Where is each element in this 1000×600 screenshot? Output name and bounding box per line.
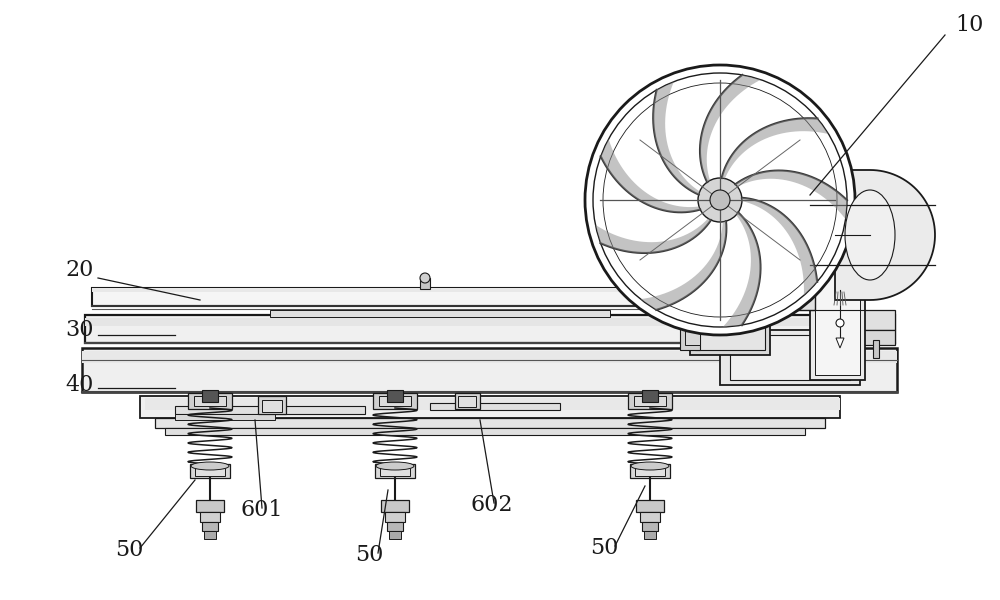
Bar: [642, 390, 658, 402]
Polygon shape: [700, 75, 761, 182]
Bar: [145, 398, 840, 410]
Bar: [373, 393, 417, 409]
Bar: [82, 351, 897, 363]
Circle shape: [593, 73, 847, 327]
Bar: [455, 393, 480, 409]
Polygon shape: [601, 139, 700, 212]
Polygon shape: [735, 170, 847, 219]
Bar: [720, 330, 860, 385]
Bar: [628, 393, 672, 409]
Bar: [82, 348, 897, 392]
Bar: [385, 512, 405, 522]
Polygon shape: [641, 221, 726, 310]
Bar: [165, 428, 805, 435]
Bar: [730, 335, 850, 380]
Bar: [630, 464, 670, 478]
Polygon shape: [653, 82, 700, 194]
Ellipse shape: [191, 462, 229, 470]
Circle shape: [585, 65, 855, 335]
Bar: [381, 500, 409, 512]
Bar: [387, 522, 403, 531]
Circle shape: [836, 319, 844, 327]
Circle shape: [603, 83, 837, 317]
Polygon shape: [836, 338, 844, 348]
Bar: [420, 278, 430, 289]
Bar: [850, 330, 895, 345]
Bar: [635, 468, 665, 476]
Bar: [204, 531, 216, 539]
Text: 50: 50: [355, 544, 383, 566]
Circle shape: [698, 178, 742, 222]
Bar: [175, 406, 365, 414]
Text: 50: 50: [115, 539, 143, 561]
Text: 50: 50: [590, 537, 618, 559]
Bar: [140, 396, 840, 418]
Bar: [194, 396, 226, 406]
Bar: [387, 390, 403, 402]
Text: 40: 40: [65, 374, 93, 396]
Bar: [92, 288, 742, 306]
Bar: [690, 295, 770, 355]
Bar: [873, 340, 879, 358]
Circle shape: [420, 273, 430, 283]
Bar: [379, 396, 411, 406]
Polygon shape: [595, 218, 711, 253]
Bar: [636, 500, 664, 512]
Bar: [695, 300, 765, 350]
Text: 10: 10: [955, 14, 983, 36]
Bar: [92, 288, 742, 292]
Bar: [175, 414, 275, 420]
Bar: [200, 512, 220, 522]
Bar: [375, 464, 415, 478]
Bar: [389, 531, 401, 539]
Polygon shape: [742, 198, 817, 295]
Bar: [840, 310, 895, 330]
Bar: [430, 403, 560, 410]
Bar: [188, 393, 232, 409]
Bar: [685, 325, 700, 345]
Bar: [190, 464, 230, 478]
Bar: [202, 390, 218, 402]
Polygon shape: [835, 170, 935, 300]
Ellipse shape: [631, 462, 669, 470]
Bar: [644, 531, 656, 539]
Bar: [680, 320, 700, 350]
Ellipse shape: [845, 190, 895, 280]
Circle shape: [710, 190, 730, 210]
Polygon shape: [723, 212, 760, 327]
Bar: [642, 522, 658, 531]
Text: 20: 20: [65, 259, 93, 281]
Bar: [634, 396, 666, 406]
Bar: [270, 310, 610, 317]
Text: 30: 30: [65, 319, 94, 341]
Bar: [258, 396, 286, 414]
Text: 602: 602: [470, 494, 512, 516]
Bar: [85, 318, 895, 326]
Bar: [815, 265, 860, 375]
Bar: [262, 400, 282, 412]
Bar: [765, 280, 815, 310]
Bar: [155, 418, 825, 428]
Bar: [640, 512, 660, 522]
Bar: [202, 522, 218, 531]
Bar: [380, 468, 410, 476]
Polygon shape: [722, 118, 829, 179]
Bar: [195, 468, 225, 476]
Bar: [85, 315, 895, 343]
Bar: [810, 260, 865, 380]
Bar: [458, 396, 476, 407]
Bar: [196, 500, 224, 512]
Text: 601: 601: [240, 499, 283, 521]
Ellipse shape: [376, 462, 414, 470]
